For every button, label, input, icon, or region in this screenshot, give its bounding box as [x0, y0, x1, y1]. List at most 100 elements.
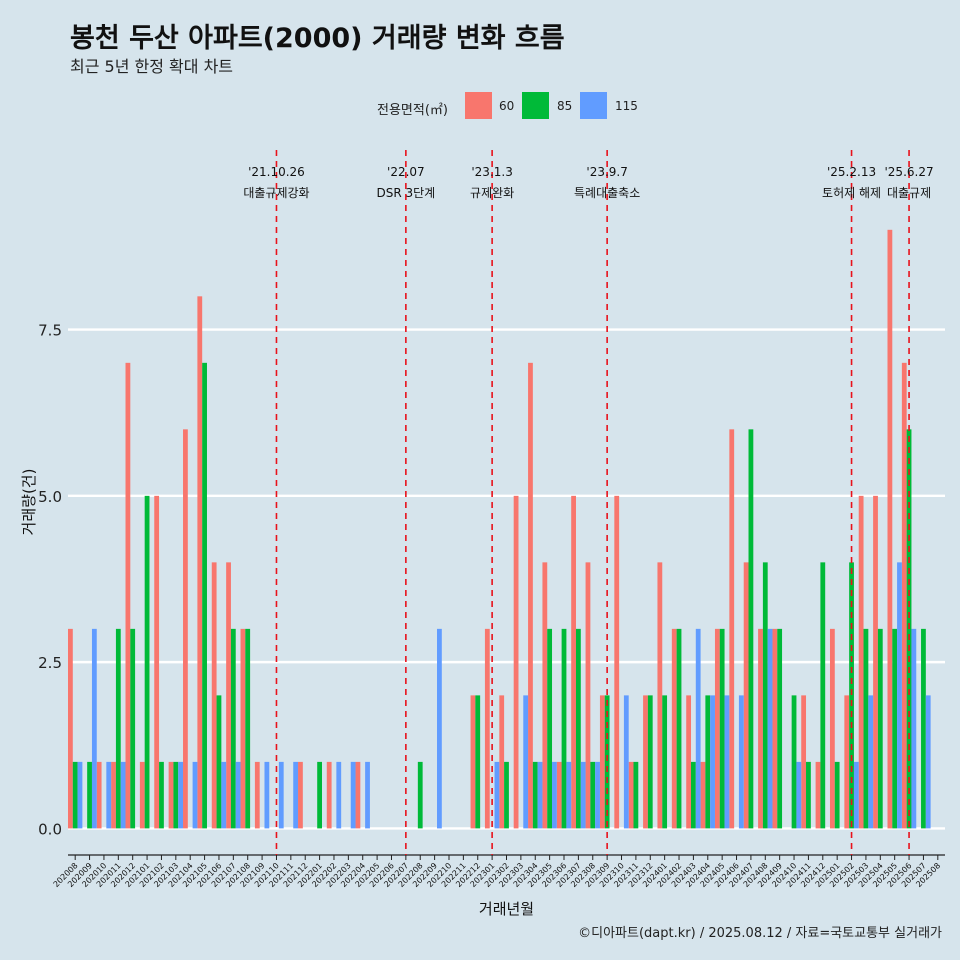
event-label-202506: 대출규제 [887, 186, 931, 200]
event-label-202301: 규제완화 [470, 186, 514, 200]
event-label-202207: DSR 3단계 [376, 186, 435, 200]
bar-60-202408 [758, 628, 763, 829]
bar-60-202109 [254, 761, 260, 829]
bar-115-202307 [580, 761, 586, 829]
bar-115-202202 [336, 761, 342, 829]
bar-115-202408 [767, 628, 773, 829]
bar-60-202010 [96, 761, 102, 829]
bar-115-202008 [77, 761, 83, 829]
bar-85-202507 [921, 628, 926, 829]
bar-115-202305 [552, 761, 557, 829]
y-axis-title: 거래량(건) [20, 469, 38, 536]
bar-85-202305 [547, 628, 553, 829]
bar-85-202408 [762, 562, 768, 829]
bar-60-202310 [614, 495, 620, 829]
y-tick-label: 2.5 [38, 654, 62, 672]
bar-85-202403 [691, 761, 696, 829]
bar-85-202412 [820, 562, 826, 829]
bar-85-202501 [834, 761, 840, 829]
bar-115-202505 [897, 562, 902, 829]
x-axis-title: 거래년월 [479, 900, 534, 918]
bar-115-202104 [192, 761, 198, 829]
bar-115-202406 [738, 695, 744, 829]
bar-60-202306 [556, 761, 562, 829]
bar-85-202101 [144, 495, 150, 829]
bar-85-202401 [662, 695, 668, 829]
bar-115-202308 [595, 761, 600, 829]
bar-85-202308 [590, 761, 596, 829]
chart-subtitle: 최근 5년 한정 확대 차트 [70, 57, 234, 76]
bar-60-202105 [197, 296, 203, 829]
bar-115-202506 [911, 628, 917, 829]
bar-115-202304 [537, 761, 543, 829]
bar-85-202405 [719, 628, 725, 829]
bar-60-202305 [542, 562, 548, 829]
bar-115-202209 [437, 628, 442, 829]
bar-60-202301 [484, 628, 490, 829]
legend-key-115 [580, 92, 607, 119]
bar-60-202308 [585, 562, 591, 829]
bar-60-202412 [815, 761, 821, 829]
bar-60-202402 [671, 628, 677, 829]
bar-60-202312 [643, 695, 648, 829]
bar-85-202311 [633, 761, 639, 829]
bar-115-202203 [350, 761, 356, 829]
bar-85-202212 [475, 695, 481, 829]
bar-60-202505 [887, 229, 893, 829]
bar-115-202405 [724, 695, 730, 829]
bar-85-202504 [877, 628, 883, 829]
bar-60-202409 [772, 628, 778, 829]
bar-85-202312 [647, 695, 653, 829]
bar-60-202309 [599, 695, 605, 829]
bar-115-202109 [264, 761, 270, 829]
bar-115-202110 [278, 761, 284, 829]
bar-85-202107 [230, 628, 236, 829]
bar-60-202407 [743, 562, 749, 829]
y-tick-label: 5.0 [38, 488, 62, 506]
bar-115-202009 [91, 628, 97, 829]
bar-60-202506 [901, 362, 907, 829]
bar-115-202404 [710, 695, 715, 829]
bar-60-202108 [240, 628, 246, 829]
bar-115-202106 [221, 761, 227, 829]
bar-115-202410 [796, 761, 802, 829]
event-date-202301: '23.1.3 [471, 165, 512, 179]
bar-60-202401 [657, 562, 663, 829]
bar-60-202503 [858, 495, 864, 829]
bar-115-202403 [695, 628, 701, 829]
bar-60-202304 [528, 362, 533, 829]
bar-115-202507 [925, 695, 931, 829]
bar-85-202411 [806, 761, 811, 829]
event-date-202502: '25.2.13 [827, 165, 876, 179]
bar-60-202405 [714, 628, 720, 829]
legend-key-85 [522, 92, 549, 119]
event-label-202502: 토허제 해제 [822, 186, 881, 200]
y-tick-label: 0.0 [38, 820, 62, 838]
legend-title: 전용면적(㎡) [377, 103, 448, 118]
bar-85-202108 [245, 628, 251, 829]
bar-85-202410 [791, 695, 797, 829]
bar-85-202502 [849, 562, 854, 829]
bar-60-202107 [226, 562, 231, 829]
bar-60-202112 [298, 761, 303, 829]
event-date-202110: '21.10.26 [248, 165, 305, 179]
y-tick-label: 7.5 [38, 322, 62, 340]
bar-60-202307 [571, 495, 576, 829]
event-date-202309: '23.9.7 [586, 165, 627, 179]
bar-60-202406 [729, 429, 735, 829]
bar-115-202107 [235, 761, 241, 829]
bar-60-202411 [801, 695, 807, 829]
bar-60-202504 [873, 495, 878, 829]
bar-85-202409 [777, 628, 783, 829]
bar-115-202303 [523, 695, 529, 829]
bar-60-202202 [326, 761, 332, 829]
event-label-202309: 특례대출축소 [574, 186, 640, 200]
bar-85-202011 [115, 628, 121, 829]
bar-60-202204 [355, 761, 361, 829]
bar-60-202008 [68, 628, 73, 829]
legend-label-115: 115 [615, 99, 638, 113]
legend-label-60: 60 [499, 99, 515, 113]
caption: ©디아파트(dapt.kr) / 2025.08.12 / 자료=국토교통부 실… [578, 926, 942, 941]
bar-85-202302 [504, 761, 509, 829]
bar-85-202102 [159, 761, 164, 829]
